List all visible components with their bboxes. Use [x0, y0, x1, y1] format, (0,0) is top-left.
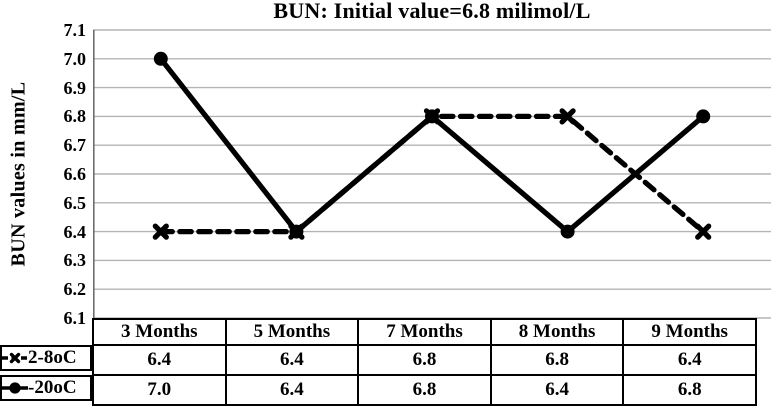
- table-cell: 6.4: [489, 374, 625, 406]
- y-axis-tick-label: 7.0: [63, 48, 87, 69]
- column-header-months: 5 Months: [224, 318, 360, 346]
- table-cell: 6.4: [224, 344, 360, 376]
- y-axis-title: BUN values in mm/L: [7, 81, 30, 267]
- y-axis-tick-label: 6.4: [63, 221, 87, 242]
- table-cell: 6.8: [622, 374, 757, 406]
- y-axis-tick-label: 6.8: [63, 106, 87, 127]
- table-cell: 6.8: [357, 344, 492, 376]
- table-cell: 7.0: [92, 374, 227, 406]
- y-axis-tick-label: 6.6: [63, 164, 87, 184]
- table-cell: 6.4: [92, 344, 227, 376]
- y-axis-tick-label: 7.1: [63, 20, 87, 40]
- series-label: 2-8oC: [28, 347, 77, 368]
- column-header-months: 9 Months: [622, 318, 757, 346]
- y-axis-tick-label: 6.7: [63, 135, 87, 156]
- column-header-months: 3 Months: [92, 318, 227, 346]
- table-cell: 6.8: [489, 344, 625, 376]
- y-axis-tick-label: 6.1: [63, 308, 87, 328]
- series-label: -20oC: [28, 377, 77, 398]
- data-table: 3 Months 5 Months 7 Months 8 Months 9 Mo…: [0, 318, 757, 406]
- table-cell: 6.4: [224, 374, 360, 406]
- table-row: 2-8oC 6.4 6.4 6.8 6.8 6.4: [0, 344, 757, 376]
- x-marker-dashed-line-icon: [2, 352, 28, 364]
- table-header-row: 3 Months 5 Months 7 Months 8 Months 9 Mo…: [0, 318, 757, 346]
- column-header-months: 8 Months: [489, 318, 625, 346]
- column-header-months: 7 Months: [357, 318, 492, 346]
- y-axis-tick-label: 6.2: [63, 279, 87, 300]
- y-axis-tick-label: 6.9: [63, 77, 87, 98]
- circle-marker-solid-line-icon: [2, 382, 28, 394]
- legend-key-2-8oC: 2-8oC: [0, 345, 92, 371]
- y-axis-tick-label: 6.5: [63, 192, 87, 213]
- legend-key--20oC: -20oC: [0, 375, 92, 401]
- table-cell: 6.4: [622, 344, 757, 376]
- line-chart-plot-area: [93, 29, 771, 319]
- y-axis-tick-label: 6.3: [63, 250, 87, 271]
- table-row: -20oC 7.0 6.4 6.8 6.4 6.8: [0, 374, 757, 406]
- chart-title: BUN: Initial value=6.8 milimol/L: [273, 0, 591, 23]
- table-cell: 6.8: [357, 374, 492, 406]
- table-corner-spacer: [0, 319, 93, 345]
